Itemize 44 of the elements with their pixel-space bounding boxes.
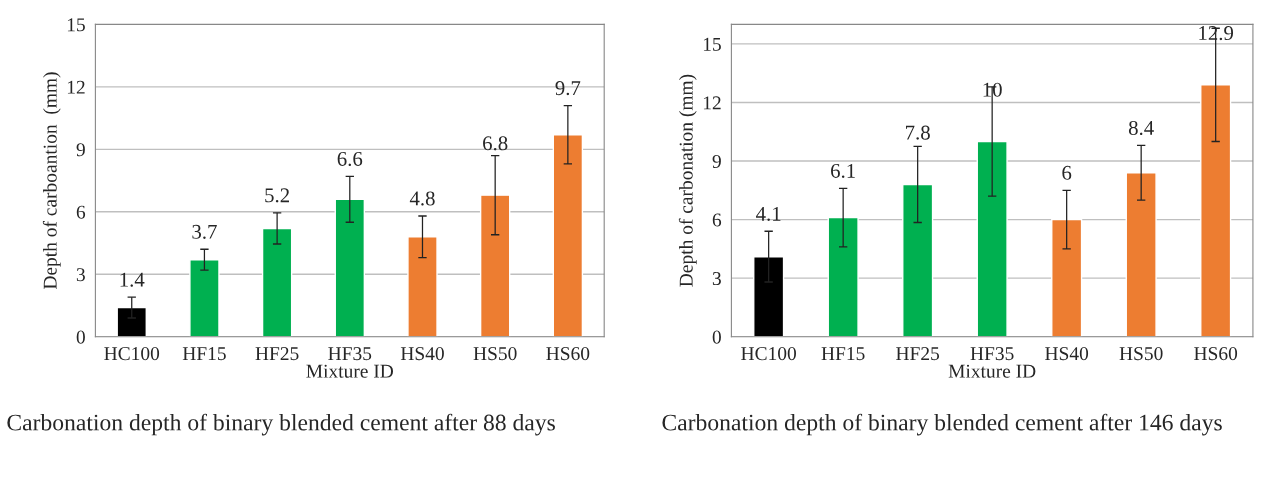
y-tick-label: 9 [712, 154, 721, 168]
y-tick-label: 15 [67, 18, 85, 32]
x-axis-title: Mixture ID [306, 364, 394, 378]
y-tick-label: 0 [712, 330, 721, 344]
data-label: 6.6 [337, 151, 363, 167]
y-tick-label: 6 [76, 205, 86, 219]
data-label: 7.8 [906, 125, 930, 140]
y-axis-title: Depth of carbonation (mm) [678, 74, 697, 287]
x-tick-label: HF25 [896, 347, 940, 361]
y-tick-label: 15 [703, 37, 721, 51]
y-tick-label: 12 [67, 80, 85, 94]
y-axis-title: Depth of carboantion (mm) [42, 72, 61, 290]
x-tick-label: HF35 [328, 347, 372, 361]
y-tick-label: 3 [76, 268, 85, 282]
text: Carbonation depth of binary blended cement after 88 days [7, 413, 555, 436]
x-tick-label: HS60 [546, 347, 590, 361]
data-label: 9.7 [555, 81, 581, 96]
data-label: 6.1 [831, 163, 855, 178]
x-axis-title: Mixture ID [948, 364, 1036, 378]
x-tick-label: HF15 [182, 347, 226, 361]
x-tick-label: HC100 [104, 347, 160, 361]
x-tick-label: HS50 [473, 347, 517, 361]
data-label: 4.8 [409, 191, 435, 206]
x-tick-label: HF15 [821, 347, 865, 361]
data-label: 4.1 [756, 206, 781, 221]
data-label: 6.8 [483, 136, 508, 151]
y-tick-label: 0 [76, 330, 85, 344]
data-label: 8.4 [1128, 120, 1154, 136]
data-label: 5.2 [265, 188, 289, 203]
y-tick-label: 9 [76, 143, 85, 157]
x-tick-label: HF35 [970, 347, 1014, 361]
y-tick-label: 12 [703, 96, 721, 110]
x-tick-label: HS50 [1119, 347, 1163, 361]
data-label: 6 [1062, 165, 1072, 180]
x-tick-label: HC100 [741, 347, 796, 361]
text: Carbonation depth of binary blended cement after 146 days [662, 413, 1222, 436]
y-tick-label: 3 [712, 272, 721, 286]
x-tick-label: HS40 [400, 347, 444, 361]
y-tick-label: 6 [712, 213, 722, 227]
x-tick-label: HS60 [1194, 347, 1238, 361]
data-label: 1.4 [120, 272, 145, 287]
data-label: 3.7 [192, 224, 217, 239]
x-tick-label: HS40 [1045, 347, 1089, 361]
x-tick-label: HF25 [255, 347, 299, 361]
